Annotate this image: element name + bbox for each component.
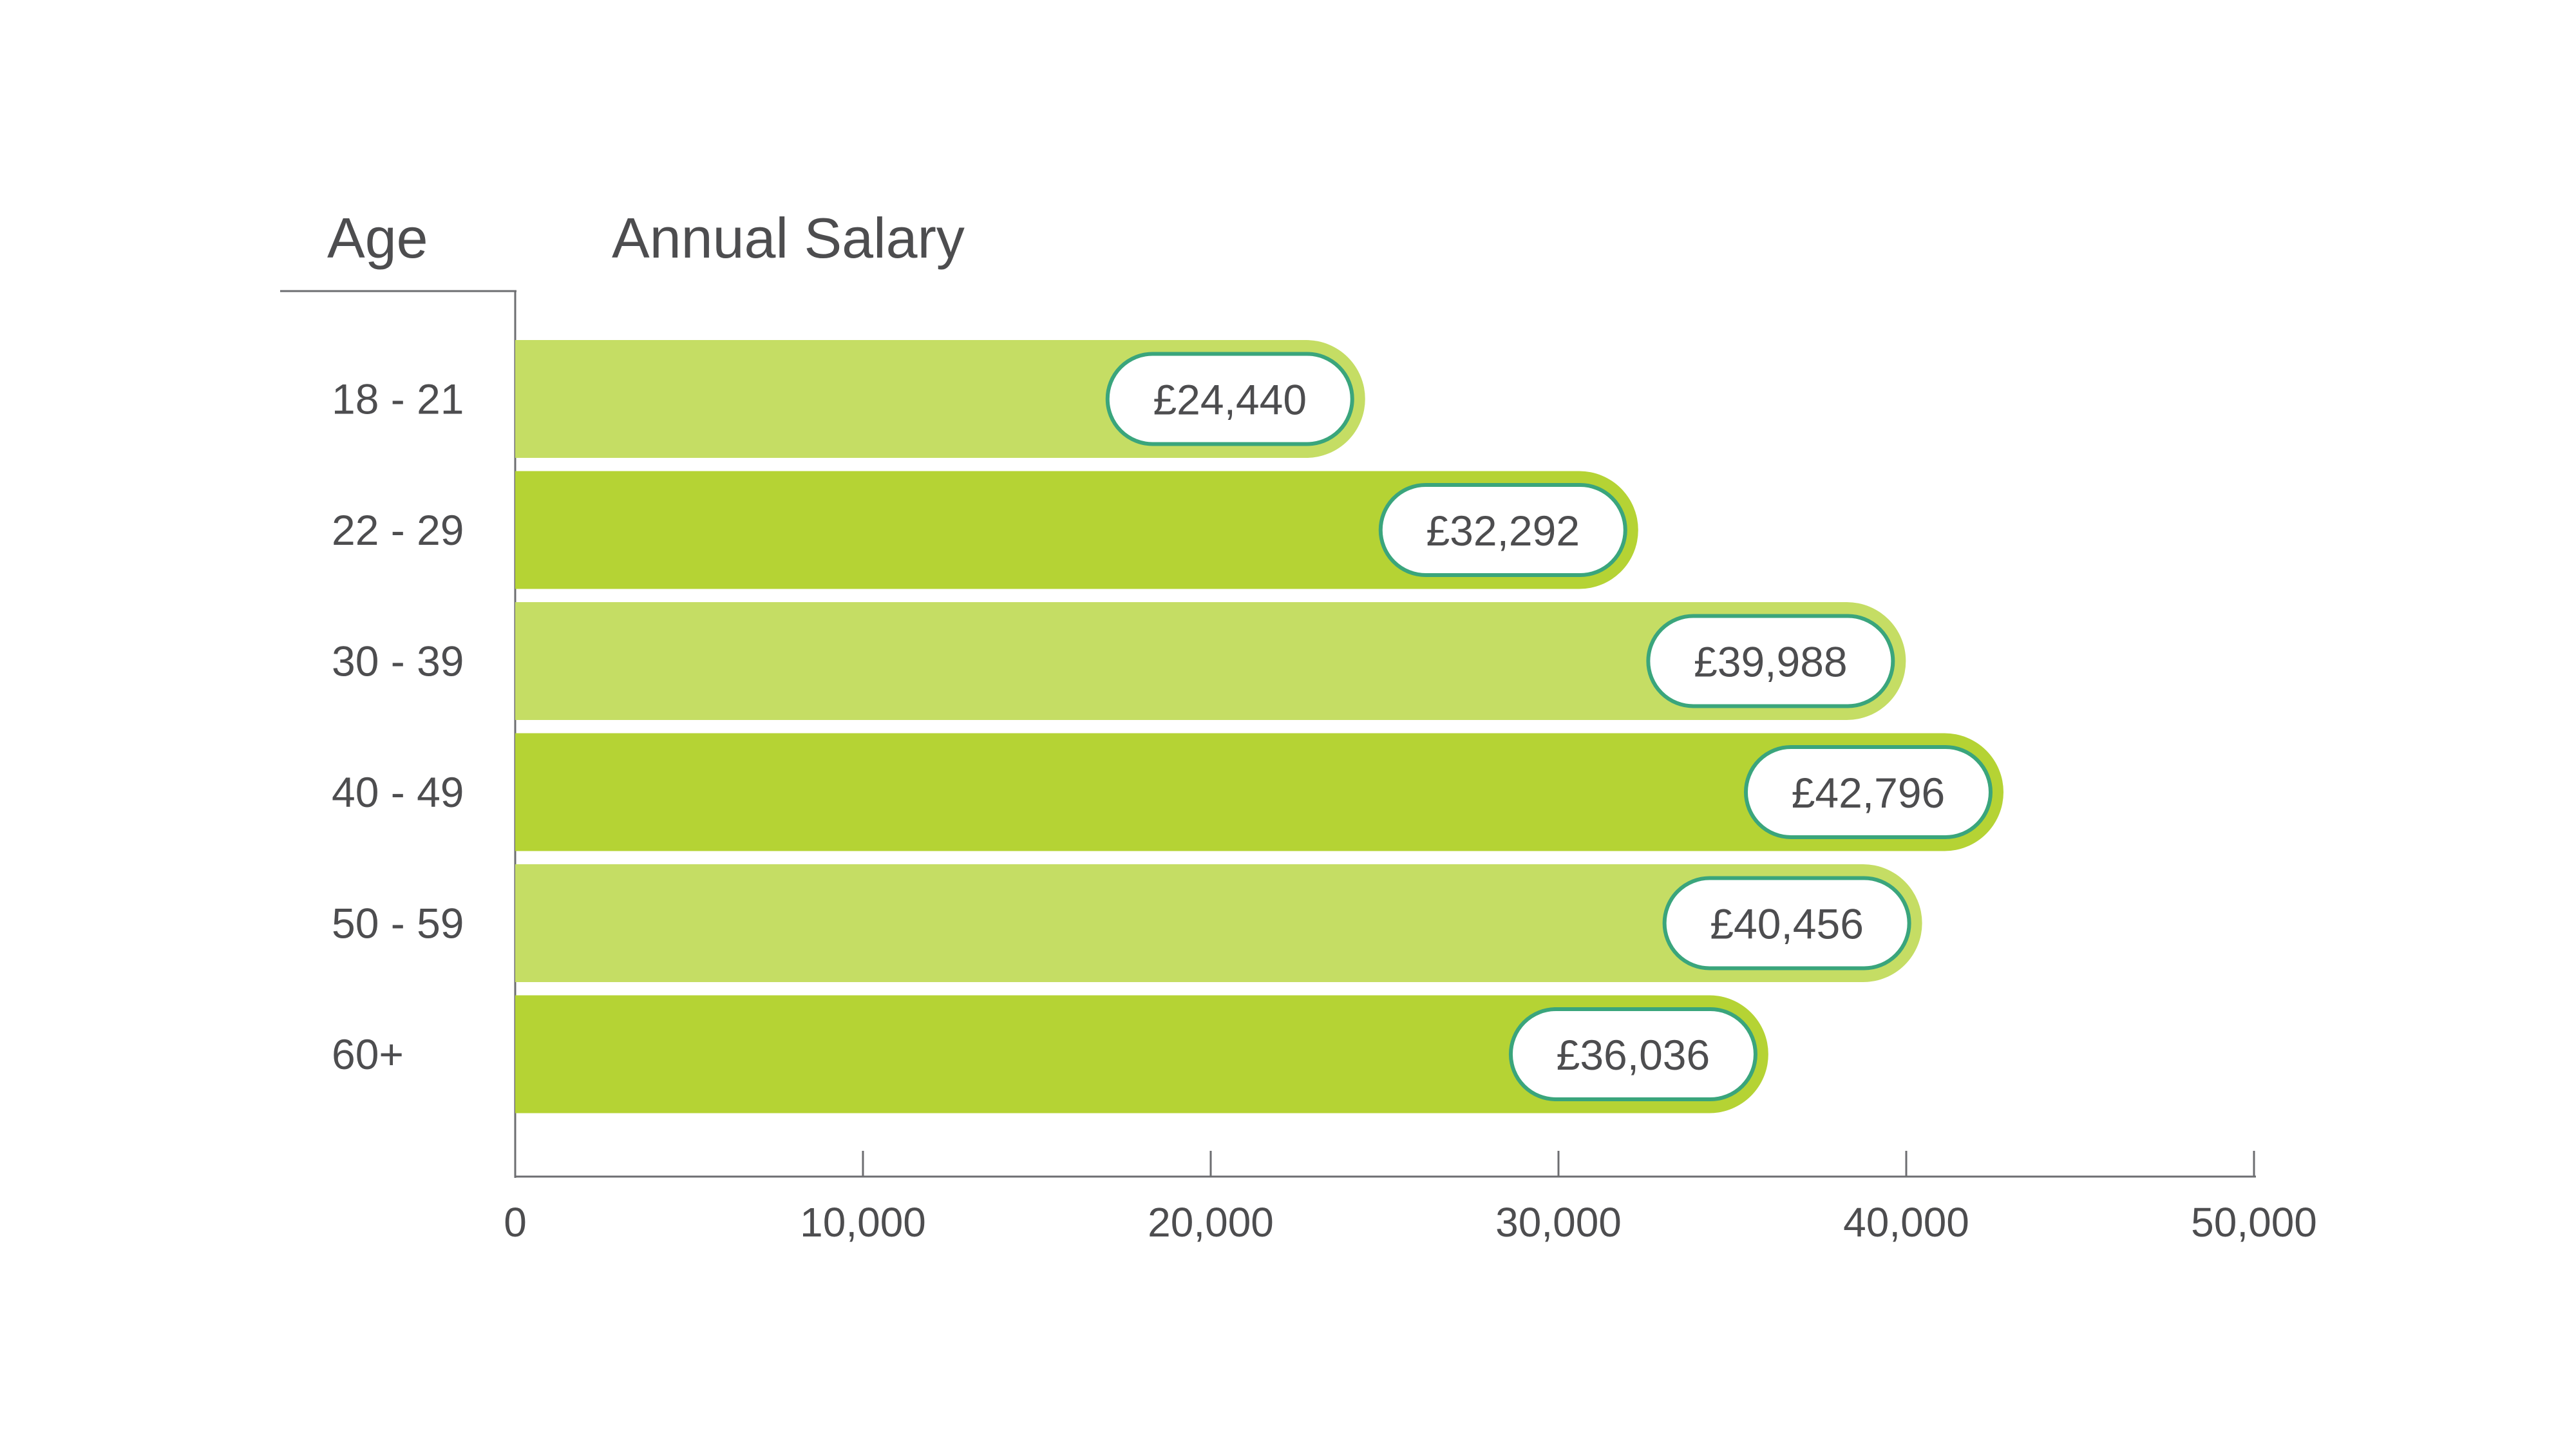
bar (515, 471, 1638, 589)
bar (515, 864, 1922, 982)
value-label-pill (1662, 876, 1911, 971)
x-tick-label: 40,000 (1843, 1199, 1969, 1245)
value-label-pill (1646, 614, 1895, 708)
value-label-pill (1743, 745, 1993, 839)
value-label-pill (1378, 483, 1627, 577)
category-label: 50 - 59 (332, 900, 464, 947)
category-label: 60+ (332, 1030, 404, 1078)
category-header: Age (327, 206, 428, 270)
value-label-pill (1508, 1007, 1757, 1101)
category-label: 40 - 49 (332, 768, 464, 816)
value-label-pill (1105, 352, 1354, 446)
value-header: Annual Salary (612, 206, 965, 270)
bar (515, 995, 1768, 1113)
value-label: £32,292 (1426, 507, 1580, 554)
category-label: 18 - 21 (332, 375, 464, 423)
x-tick-label: 20,000 (1148, 1199, 1274, 1245)
bars-layer: 18 - 21 £24,440 22 - 29 £32,292 30 - 39 £39,9… (332, 340, 2003, 1113)
category-label: 30 - 39 (332, 638, 464, 685)
x-tick-label: 10,000 (800, 1199, 926, 1245)
value-label: £39,988 (1694, 638, 1848, 686)
value-label: £40,456 (1710, 900, 1864, 948)
bar (515, 733, 2003, 851)
value-label: £24,440 (1153, 376, 1307, 424)
x-tick-label: 50,000 (2191, 1199, 2317, 1245)
value-label: £42,796 (1792, 769, 1946, 817)
x-tick-label: 30,000 (1495, 1199, 1622, 1245)
value-label: £36,036 (1557, 1031, 1710, 1079)
category-label: 22 - 29 (332, 506, 464, 554)
bar (515, 602, 1906, 720)
x-tick-label: 0 (504, 1199, 527, 1245)
x-axis-ticks: 0 10,000 20,000 30,000 40,000 50,000 (504, 1151, 2317, 1245)
